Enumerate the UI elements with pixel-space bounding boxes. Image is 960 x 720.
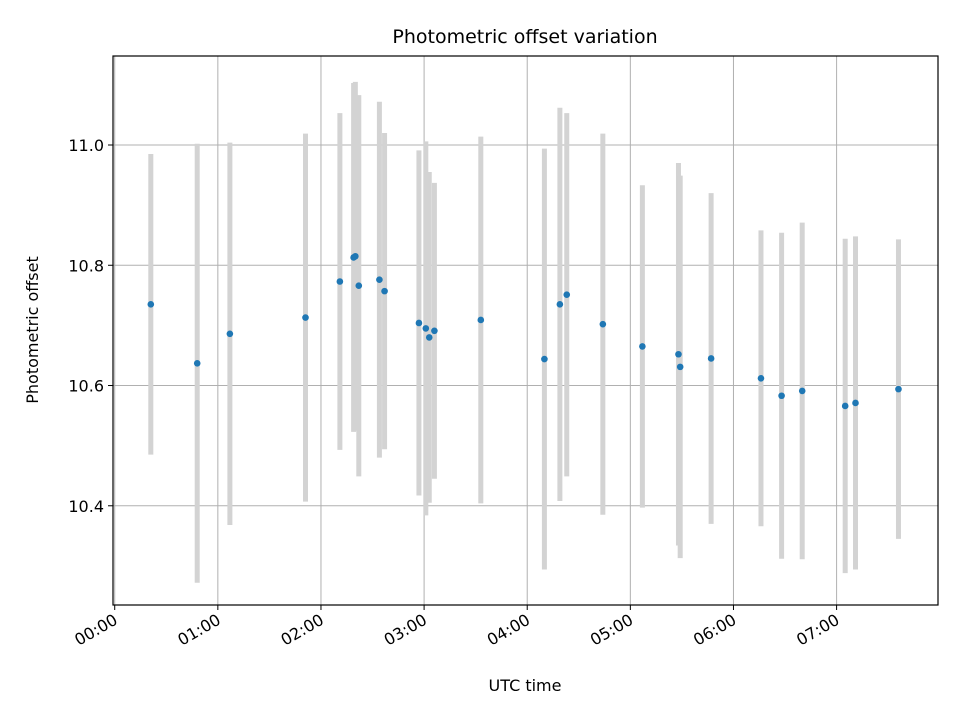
data-point	[355, 282, 363, 290]
data-point	[376, 276, 383, 283]
data-point	[226, 330, 234, 338]
data-point	[675, 350, 682, 358]
plot-frame	[112, 55, 939, 606]
data-point	[778, 392, 785, 400]
data-point	[147, 301, 155, 308]
y-tick-label: 10.6	[68, 377, 104, 396]
data-point	[336, 278, 344, 285]
y-tick-label: 10.4	[68, 497, 104, 516]
data-points	[147, 252, 902, 410]
data-point	[381, 287, 388, 295]
data-point	[563, 291, 571, 299]
y-axis-ticks: 10.4 10.6 10.8 11.0	[68, 136, 113, 516]
data-point	[707, 355, 715, 362]
data-point	[757, 375, 765, 382]
data-point	[676, 363, 684, 371]
data-point	[431, 327, 438, 335]
data-point	[193, 359, 201, 367]
data-point	[352, 252, 359, 260]
data-point	[599, 320, 607, 328]
data-point	[541, 355, 548, 363]
data-point	[302, 314, 309, 321]
data-point	[422, 325, 430, 332]
data-point	[477, 316, 485, 324]
data-point	[556, 301, 564, 308]
data-point	[841, 402, 849, 410]
data-point	[639, 343, 646, 350]
data-point	[415, 319, 423, 327]
y-axis-label: Photometric offset	[23, 256, 42, 404]
y-tick-label: 11.0	[68, 136, 104, 155]
data-point	[852, 399, 859, 407]
chart-title: Photometric offset variation	[392, 26, 657, 48]
data-point	[425, 334, 433, 341]
y-tick-label: 10.8	[68, 256, 104, 275]
data-point	[895, 385, 902, 393]
x-axis-label: UTC time	[489, 676, 562, 695]
data-point	[798, 387, 806, 395]
